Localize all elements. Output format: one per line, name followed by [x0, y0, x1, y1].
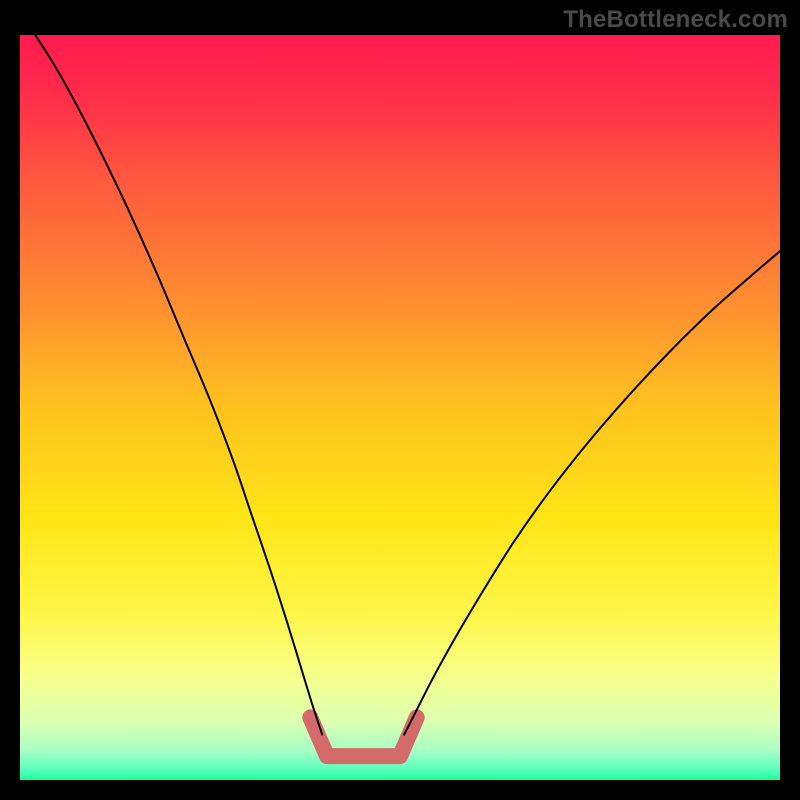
plot-area	[20, 35, 780, 780]
chart-canvas: TheBottleneck.com	[0, 0, 800, 800]
watermark-text: TheBottleneck.com	[563, 6, 788, 34]
gradient-background	[20, 35, 780, 780]
bottleneck-plot	[20, 35, 780, 780]
